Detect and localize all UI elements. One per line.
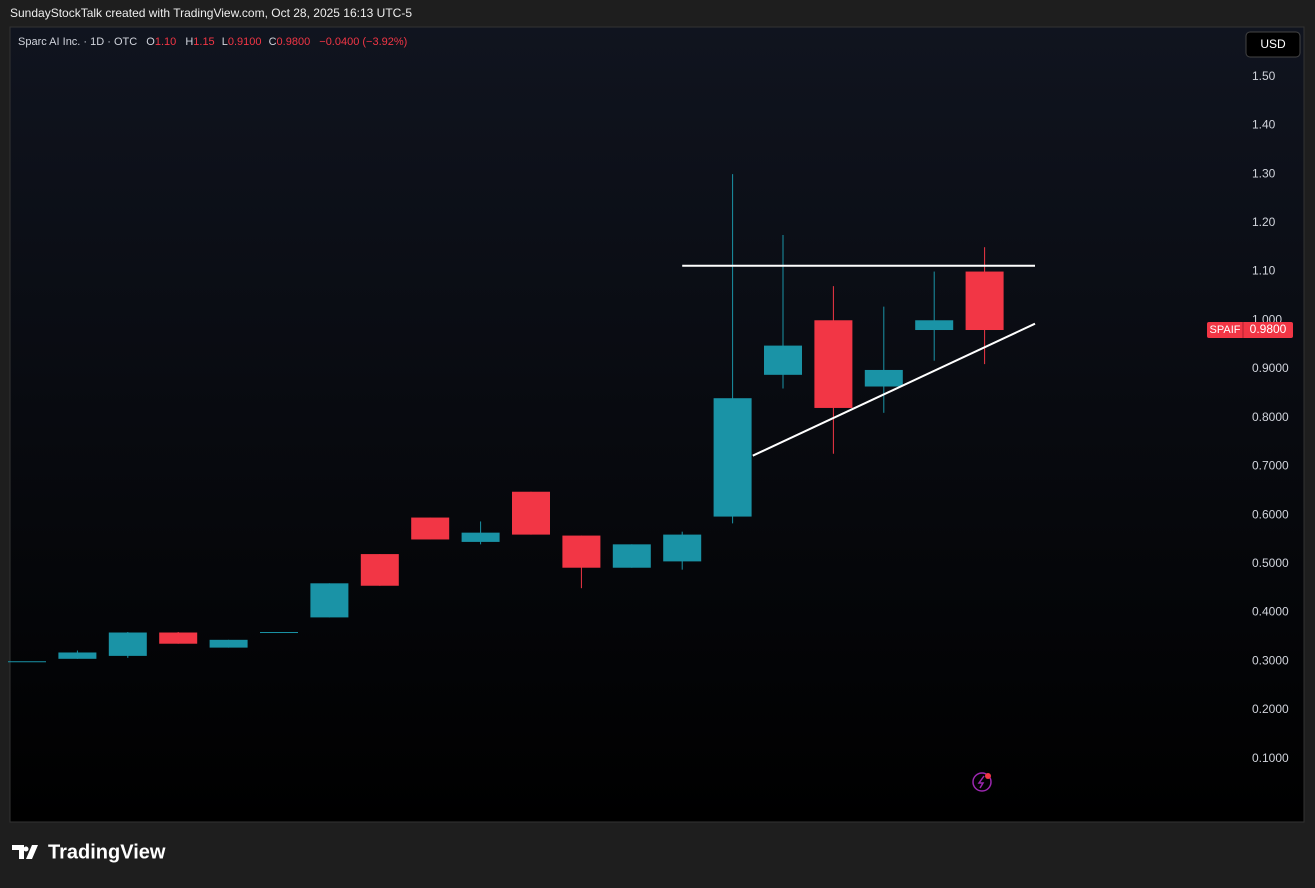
y-tick-label: 0.4000	[1252, 605, 1289, 619]
legend-change: −0.0400 (−3.92%)	[319, 36, 407, 48]
y-tick-label: 1.30	[1252, 166, 1276, 180]
candle-body	[864, 369, 903, 387]
y-tick-label: 0.8000	[1252, 410, 1289, 424]
candle-body	[512, 491, 550, 535]
candle-body	[209, 639, 248, 648]
currency-button[interactable]	[1245, 31, 1301, 58]
candle-body	[159, 632, 198, 644]
brand: TradingView	[48, 841, 166, 863]
legend-value: 1.15	[193, 36, 214, 48]
legend-symbol: Sparc AI Inc. · 1D · OTC	[18, 36, 137, 48]
y-tick-label: 0.2000	[1252, 702, 1289, 716]
candle-body	[411, 517, 450, 540]
caption: SundayStockTalk created with TradingView…	[10, 6, 412, 20]
y-tick-label: 1.50	[1252, 69, 1276, 83]
candle-body	[562, 535, 601, 568]
legend-value: 0.9100	[228, 36, 262, 48]
legend: Sparc AI Inc. · 1D · OTC O1.10 H1.15 L0.…	[18, 36, 407, 48]
legend-key: O	[146, 36, 155, 48]
y-tick-label: 0.9000	[1252, 361, 1289, 375]
candle-body	[360, 554, 399, 586]
candle-body	[814, 320, 853, 408]
candle-body	[260, 632, 298, 634]
y-tick-label: 0.5000	[1252, 556, 1289, 570]
legend-key: H	[185, 36, 193, 48]
candle-body	[965, 271, 1004, 331]
legend-key: L	[222, 36, 228, 48]
y-tick-label: 1.40	[1252, 118, 1276, 132]
candle-body	[663, 534, 702, 562]
candle-body	[915, 320, 954, 331]
candle-body	[108, 632, 147, 656]
candle-body	[58, 652, 97, 659]
candle-body	[8, 661, 46, 663]
candle-body	[310, 583, 349, 618]
price-tag-label: 0.9800	[1250, 322, 1287, 336]
price-tag	[1207, 322, 1293, 339]
legend-value: 0.9800	[277, 36, 311, 48]
legend-value: 1.10	[155, 36, 176, 48]
y-tick-label: 1.10	[1252, 264, 1276, 278]
chart-area	[9, 26, 1305, 823]
y-tick-label: 0.3000	[1252, 653, 1289, 667]
y-tick-label: 0.1000	[1252, 751, 1289, 765]
y-tick-label: 0.6000	[1252, 507, 1289, 521]
candle-body	[764, 345, 802, 375]
candle-body	[612, 544, 651, 568]
alert-icon[interactable]	[972, 772, 992, 792]
y-tick-label: 1.20	[1252, 215, 1276, 229]
currency-label[interactable]: USD	[1260, 37, 1286, 51]
candle-body	[713, 398, 752, 517]
candle-body	[461, 532, 500, 542]
legend-key: C	[269, 36, 277, 48]
price-tag-symbol: SPAIF	[1210, 324, 1241, 336]
trend-line	[752, 322, 1036, 457]
y-tick-label: 0.7000	[1252, 459, 1289, 473]
logo	[12, 845, 38, 859]
